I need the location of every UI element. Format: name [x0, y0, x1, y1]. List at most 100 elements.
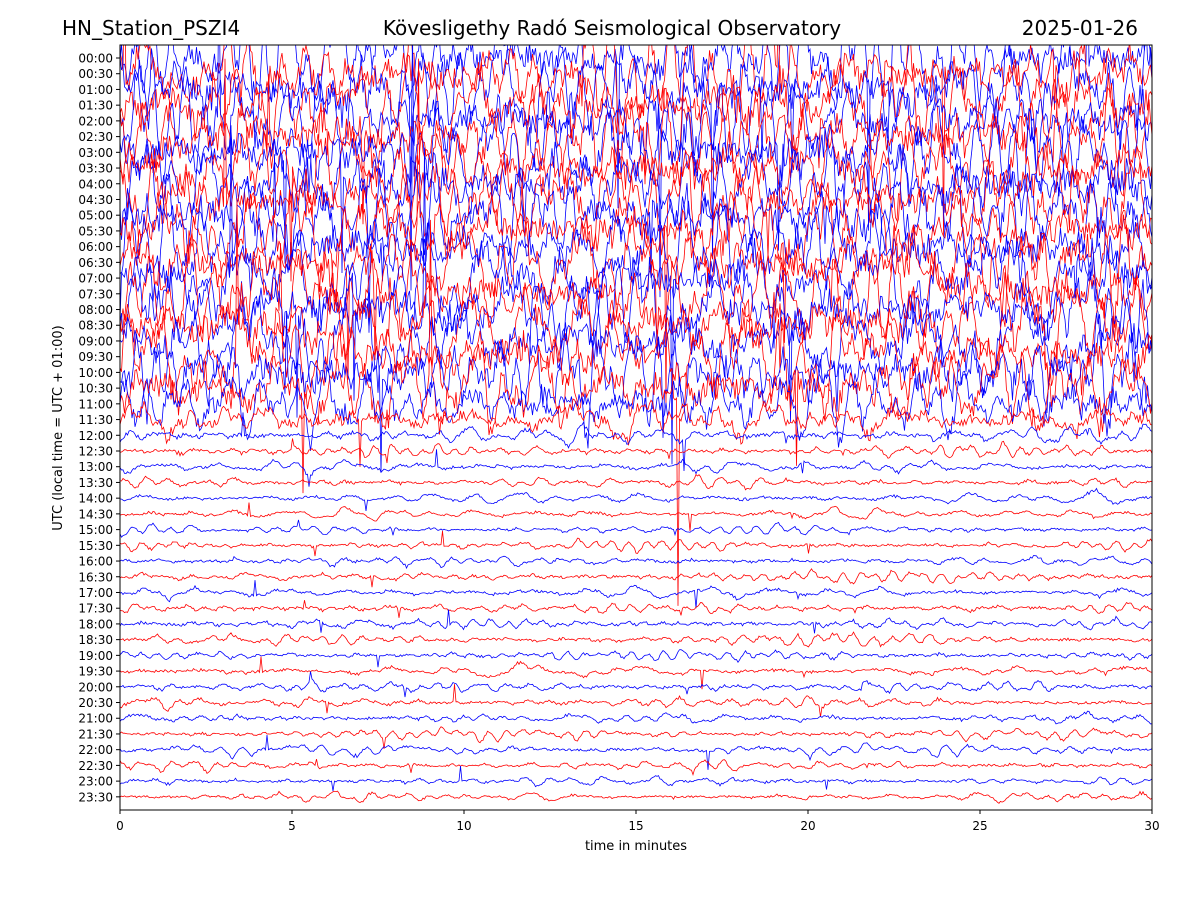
trace-1600 [120, 555, 1152, 570]
trace-0000 [120, 45, 1152, 231]
trace-1030 [120, 219, 1152, 494]
y-tick-label: 15:30 [78, 539, 113, 553]
y-tick-label: 19:00 [78, 649, 113, 663]
y-tick-label: 22:00 [78, 743, 113, 757]
trace-1330 [120, 473, 1152, 491]
y-tick-label: 15:00 [78, 523, 113, 537]
trace-2030 [120, 684, 1152, 717]
y-tick-label: 14:00 [78, 492, 113, 506]
y-tick-label: 21:00 [78, 712, 113, 726]
trace-1900 [120, 649, 1152, 668]
y-tick-label: 22:30 [78, 759, 113, 773]
trace-0630 [120, 182, 1152, 380]
trace-1700 [120, 580, 1152, 609]
trace-0700 [120, 125, 1152, 465]
y-tick-label: 13:00 [78, 460, 113, 474]
y-tick-label: 03:00 [78, 146, 113, 160]
trace-1930 [120, 656, 1152, 690]
trace-0900 [120, 272, 1152, 401]
y-tick-label: 07:00 [78, 272, 113, 286]
trace-1800 [120, 609, 1152, 634]
trace-group [120, 45, 1152, 804]
trace-1430 [120, 502, 1152, 532]
date-title: 2025-01-26 [1022, 16, 1138, 40]
y-tick-label: 18:00 [78, 617, 113, 631]
y-tick-label: 13:30 [78, 476, 113, 490]
trace-1400 [120, 487, 1152, 511]
y-tick-label: 10:30 [78, 382, 113, 396]
trace-2000 [120, 671, 1152, 698]
trace-0800 [120, 147, 1152, 422]
y-tick-label: 07:30 [78, 287, 113, 301]
trace-0300 [120, 45, 1152, 264]
y-tick-label: 00:00 [78, 52, 113, 66]
y-tick-label: 05:00 [78, 209, 113, 223]
y-tick-label: 12:00 [78, 429, 113, 443]
y-tick-label: 16:30 [78, 570, 113, 584]
y-tick-label: 23:30 [78, 790, 113, 804]
trace-1100 [120, 358, 1152, 451]
y-tick-label: 21:30 [78, 727, 113, 741]
y-tick-label: 12:30 [78, 445, 113, 459]
trace-2130 [120, 726, 1152, 750]
y-tick-label: 01:00 [78, 83, 113, 97]
trace-0030 [120, 45, 1152, 236]
observatory-title: Kövesligethy Radó Seismological Observat… [383, 16, 841, 40]
x-tick-label: 30 [1144, 819, 1159, 833]
x-tick-label: 0 [116, 819, 124, 833]
trace-1500 [120, 519, 1152, 538]
trace-1130 [120, 396, 1152, 467]
trace-1830 [120, 631, 1152, 648]
station-title: HN_Station_PSZI4 [62, 16, 240, 40]
y-axis-label: UTC (local time = UTC + 01:00) [51, 325, 66, 530]
x-tick-label: 10 [456, 819, 471, 833]
y-tick-label: 19:30 [78, 665, 113, 679]
trace-1200 [120, 412, 1152, 472]
trace-0100 [120, 45, 1152, 291]
y-tick-label: 20:00 [78, 680, 113, 694]
y-tick-label: 18:30 [78, 633, 113, 647]
y-tick-label: 02:00 [78, 114, 113, 128]
trace-2330 [120, 790, 1152, 804]
y-tick-label: 00:30 [78, 67, 113, 81]
y-tick-label: 08:00 [78, 303, 113, 317]
y-tick-label: 05:30 [78, 224, 113, 238]
x-tick-label: 15 [628, 819, 643, 833]
trace-1300 [120, 449, 1152, 487]
trace-2200 [120, 734, 1152, 770]
y-tick-label: 09:00 [78, 334, 113, 348]
trace-0930 [120, 198, 1152, 606]
y-tick-label: 06:30 [78, 256, 113, 270]
y-tick-label: 14:30 [78, 507, 113, 521]
trace-2100 [120, 710, 1152, 725]
x-axis: 0 5 10 15 20 25 30 [116, 810, 1160, 833]
x-tick-label: 20 [800, 819, 815, 833]
y-tick-label: 23:00 [78, 775, 113, 789]
trace-1230 [120, 438, 1152, 464]
x-tick-label: 25 [972, 819, 987, 833]
trace-1730 [120, 600, 1152, 618]
trace-0230 [120, 72, 1152, 225]
y-tick-label: 10:00 [78, 366, 113, 380]
trace-1000 [120, 287, 1152, 473]
trace-2300 [120, 766, 1152, 792]
y-tick-label: 16:00 [78, 555, 113, 569]
trace-1630 [120, 568, 1152, 588]
y-tick-label: 17:30 [78, 602, 113, 616]
trace-2230 [120, 759, 1152, 777]
y-tick-label: 17:00 [78, 586, 113, 600]
y-tick-label: 11:30 [78, 413, 113, 427]
trace-0830 [120, 262, 1152, 407]
y-tick-label: 01:30 [78, 99, 113, 113]
y-tick-label: 04:30 [78, 193, 113, 207]
y-tick-label: 08:30 [78, 319, 113, 333]
y-tick-label: 20:30 [78, 696, 113, 710]
trace-1530 [120, 530, 1152, 557]
x-axis-label: time in minutes [585, 839, 687, 854]
y-tick-label: 11:00 [78, 397, 113, 411]
trace-0530 [120, 58, 1152, 343]
x-tick-label: 5 [288, 819, 296, 833]
y-tick-label: 09:30 [78, 350, 113, 364]
